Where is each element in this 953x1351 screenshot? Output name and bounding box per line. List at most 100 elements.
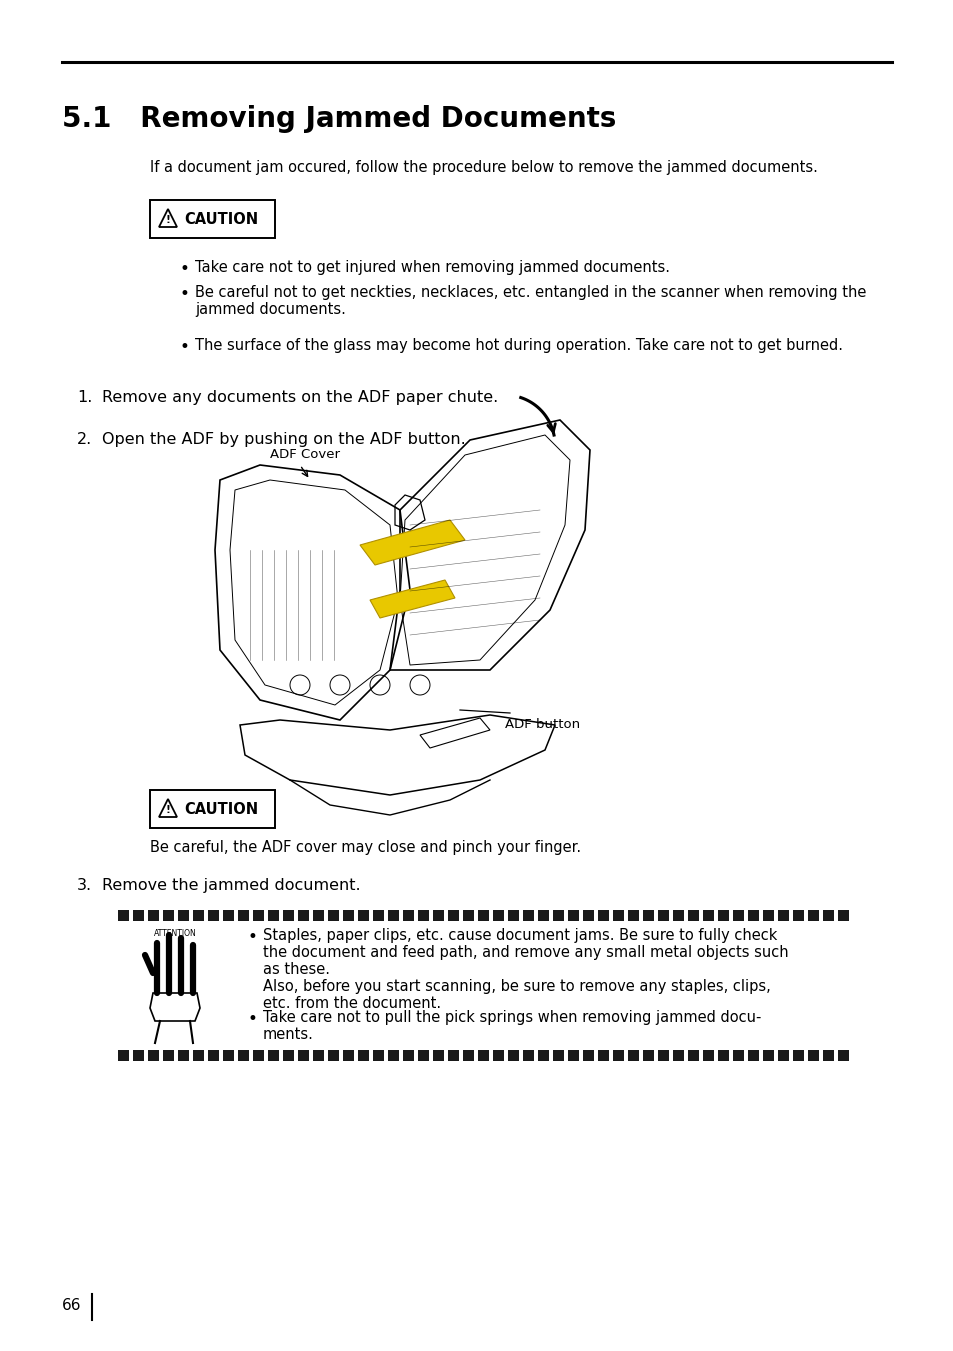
Bar [357, 1050, 369, 1061]
Text: Open the ADF by pushing on the ADF button.: Open the ADF by pushing on the ADF butto… [102, 432, 465, 447]
Bar [642, 911, 654, 921]
Text: •: • [248, 928, 257, 946]
Bar [522, 1050, 534, 1061]
Bar [328, 1050, 338, 1061]
Bar [702, 911, 713, 921]
Bar [163, 1050, 173, 1061]
Polygon shape [359, 520, 464, 565]
Text: Be careful, the ADF cover may close and pinch your finger.: Be careful, the ADF cover may close and … [150, 840, 580, 855]
Text: etc. from the document.: etc. from the document. [263, 996, 440, 1011]
Bar [762, 911, 773, 921]
Bar [807, 911, 818, 921]
Bar [313, 911, 324, 921]
Bar [642, 1050, 654, 1061]
Bar [150, 200, 274, 238]
Text: Staples, paper clips, etc. cause document jams. Be sure to fully check: Staples, paper clips, etc. cause documen… [263, 928, 777, 943]
Text: The surface of the glass may become hot during operation. Take care not to get b: The surface of the glass may become hot … [194, 338, 842, 353]
Bar [118, 1050, 129, 1061]
Bar [762, 1050, 773, 1061]
Bar [493, 1050, 503, 1061]
Bar [433, 911, 443, 921]
Bar [343, 911, 354, 921]
Bar [613, 911, 623, 921]
Bar [493, 911, 503, 921]
Bar [627, 911, 639, 921]
Bar [553, 1050, 563, 1061]
Bar [417, 911, 429, 921]
Bar [373, 1050, 384, 1061]
Text: Take care not to get injured when removing jammed documents.: Take care not to get injured when removi… [194, 259, 669, 276]
Text: CAUTION: CAUTION [184, 212, 258, 227]
Bar [627, 1050, 639, 1061]
Text: ments.: ments. [263, 1027, 314, 1042]
Bar [702, 1050, 713, 1061]
Bar [208, 911, 219, 921]
Bar [507, 911, 518, 921]
Text: •: • [180, 285, 190, 303]
Text: as these.: as these. [263, 962, 330, 977]
Bar [118, 911, 129, 921]
Bar [132, 911, 144, 921]
Text: 66: 66 [62, 1298, 81, 1313]
Text: ADF Cover: ADF Cover [270, 449, 339, 462]
Text: CAUTION: CAUTION [184, 801, 258, 816]
Bar [747, 911, 759, 921]
Bar [402, 1050, 414, 1061]
Bar [477, 1050, 489, 1061]
Bar [613, 1050, 623, 1061]
Bar [477, 911, 489, 921]
Text: •: • [180, 259, 190, 278]
Bar [223, 1050, 233, 1061]
Bar [567, 1050, 578, 1061]
Text: If a document jam occured, follow the procedure below to remove the jammed docum: If a document jam occured, follow the pr… [150, 159, 817, 176]
Polygon shape [150, 993, 200, 1021]
Bar [148, 1050, 159, 1061]
Bar [313, 1050, 324, 1061]
Bar [417, 1050, 429, 1061]
Text: 3.: 3. [77, 878, 92, 893]
Text: Remove any documents on the ADF paper chute.: Remove any documents on the ADF paper ch… [102, 390, 497, 405]
Text: Be careful not to get neckties, necklaces, etc. entangled in the scanner when re: Be careful not to get neckties, necklace… [194, 285, 865, 317]
Bar [433, 1050, 443, 1061]
Text: Remove the jammed document.: Remove the jammed document. [102, 878, 360, 893]
Bar [687, 911, 699, 921]
Bar [598, 911, 608, 921]
Bar [507, 1050, 518, 1061]
Bar [297, 911, 309, 921]
Bar [237, 1050, 249, 1061]
Bar [537, 911, 548, 921]
Bar [658, 1050, 668, 1061]
Bar [792, 911, 803, 921]
Bar [132, 1050, 144, 1061]
Bar [462, 911, 474, 921]
Bar [672, 1050, 683, 1061]
Text: ADF button: ADF button [504, 717, 579, 731]
Bar [822, 1050, 833, 1061]
Bar [778, 1050, 788, 1061]
Bar [537, 1050, 548, 1061]
Bar [163, 911, 173, 921]
Text: !: ! [166, 805, 171, 815]
Bar [522, 911, 534, 921]
Bar [582, 911, 594, 921]
Bar [837, 1050, 848, 1061]
Text: ATTENTION: ATTENTION [153, 929, 196, 938]
Text: •: • [248, 1011, 257, 1028]
Bar [193, 1050, 204, 1061]
Bar [778, 911, 788, 921]
Text: the document and feed path, and remove any small metal objects such: the document and feed path, and remove a… [263, 944, 788, 961]
Bar [388, 911, 398, 921]
Text: 1.: 1. [77, 390, 92, 405]
Bar [747, 1050, 759, 1061]
Bar [718, 1050, 728, 1061]
Bar [672, 911, 683, 921]
Bar [237, 911, 249, 921]
Bar [687, 1050, 699, 1061]
Text: Also, before you start scanning, be sure to remove any staples, clips,: Also, before you start scanning, be sure… [263, 979, 770, 994]
Polygon shape [370, 580, 455, 617]
Bar [268, 911, 278, 921]
Bar [582, 1050, 594, 1061]
Bar [253, 911, 264, 921]
Bar [402, 911, 414, 921]
Bar [448, 1050, 458, 1061]
